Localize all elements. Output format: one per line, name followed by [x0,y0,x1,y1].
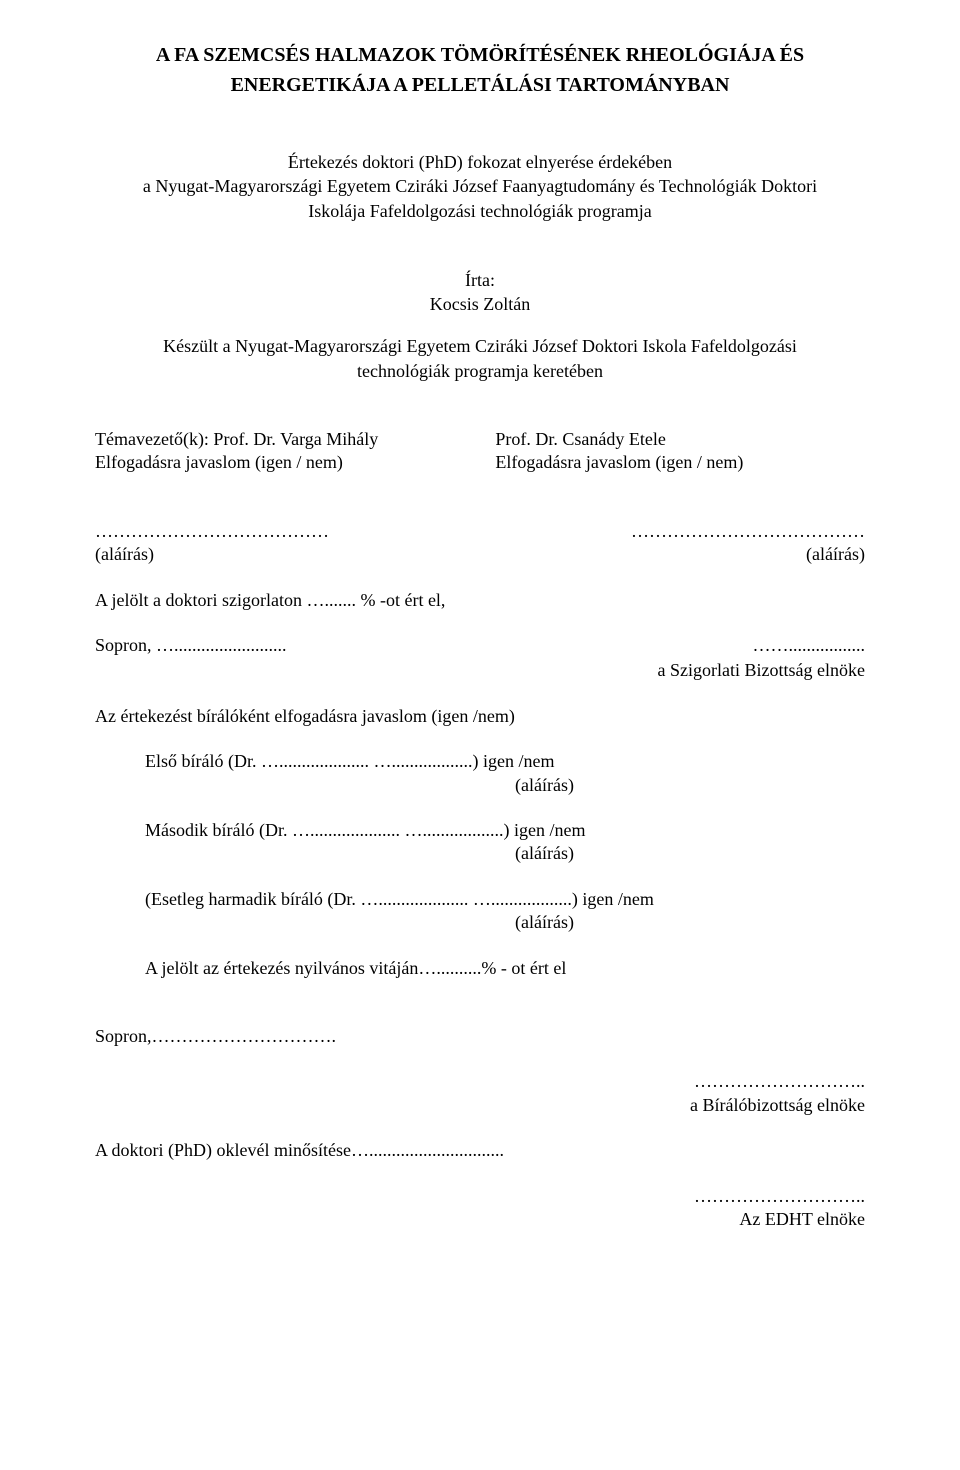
author-name: Kocsis Zoltán [95,292,865,316]
sig-dots-left: ………………………………… [95,520,329,543]
reviewer-intro: Az értekezést bírálóként elfogadásra jav… [95,705,865,728]
reviewer-3: (Esetleg harmadik bíráló (Dr. ….........… [95,888,865,911]
sig-dots-right: ………………………………… [631,520,865,543]
reviewer-3-sig: (aláírás) [95,911,865,934]
reviewer-2-sig: (aláírás) [95,842,865,865]
sig-label-right: (aláírás) [806,543,865,566]
sopron-row: Sopron, …......................... ……...… [95,634,865,657]
context-line-1: Készült a Nyugat-Magyarországi Egyetem C… [95,334,865,358]
sopron-committee: a Szigorlati Bizottság elnöke [95,659,865,682]
accept-right: Elfogadásra javaslom (igen / nem) [495,451,865,474]
irta-label: Írta: [95,268,865,292]
sopron-left: Sopron, …......................... [95,634,287,657]
context-block: Készült a Nyugat-Magyarországi Egyetem C… [95,334,865,383]
accept-left: Elfogadásra javaslom (igen / nem) [95,451,465,474]
supervisor-left-name: Témavezető(k): Prof. Dr. Varga Mihály [95,428,465,451]
author-block: Írta: Kocsis Zoltán [95,268,865,317]
sig-label-left: (aláírás) [95,543,154,566]
defense-line: A jelölt az értekezés nyilvános vitáján…… [95,957,865,980]
reviewer-1: Első bíráló (Dr. ….................... …… [95,750,865,773]
reviewer-1-sig: (aláírás) [95,774,865,797]
subtitle-line-2: a Nyugat-Magyarországi Egyetem Cziráki J… [95,174,865,198]
signature-label-row: (aláírás) (aláírás) [95,543,865,566]
supervisor-right: Prof. Dr. Csanády Etele Elfogadásra java… [495,428,865,475]
bottom-committee: a Bírálóbizottság elnöke [95,1094,865,1117]
subtitle-line-1: Értekezés doktori (PhD) fokozat elnyerés… [95,150,865,174]
edht-label: Az EDHT elnöke [95,1208,865,1231]
supervisor-row: Témavezető(k): Prof. Dr. Varga Mihály El… [95,428,865,475]
signature-dots-row: ………………………………… ………………………………… [95,520,865,543]
sopron-right-dots: ……................. [753,634,866,657]
sopron-bottom: Sopron,…………………………. [95,1025,865,1048]
supervisor-right-name: Prof. Dr. Csanády Etele [495,428,865,451]
subtitle-block: Értekezés doktori (PhD) fokozat elnyerés… [95,150,865,223]
exam-line: A jelölt a doktori szigorlaton …....... … [95,589,865,612]
subtitle-line-3: Iskolája Fafeldolgozási technológiák pro… [95,199,865,223]
title-line-2: ENERGETIKÁJA A PELLETÁLÁSI TARTOMÁNYBAN [95,70,865,100]
supervisor-left: Témavezető(k): Prof. Dr. Varga Mihály El… [95,428,465,475]
reviewer-2: Második bíráló (Dr. …...................… [95,819,865,842]
diploma-line: A doktori (PhD) oklevél minősítése….....… [95,1139,865,1162]
bottom-dots: ……………………….. [95,1070,865,1093]
edht-dots: ……………………….. [95,1185,865,1208]
document-title: A FA SZEMCSÉS HALMAZOK TÖMÖRÍTÉSÉNEK RHE… [95,40,865,100]
context-line-2: technológiák programja keretében [95,359,865,383]
title-line-1: A FA SZEMCSÉS HALMAZOK TÖMÖRÍTÉSÉNEK RHE… [95,40,865,70]
